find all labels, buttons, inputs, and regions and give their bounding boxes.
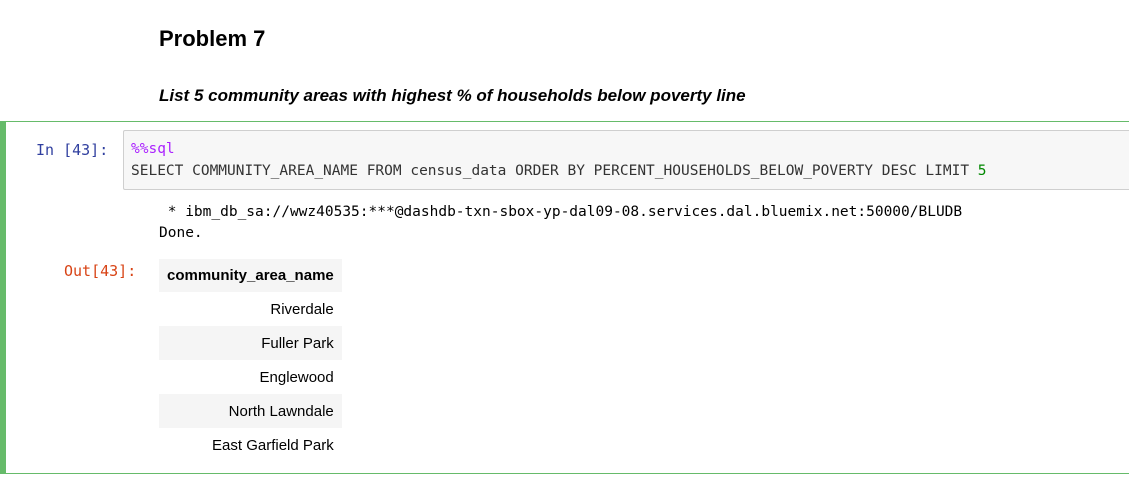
sql-query: SELECT COMMUNITY_AREA_NAME FROM census_d…	[131, 163, 978, 179]
table-row: Englewood	[159, 360, 342, 394]
stdout-connection-line: * ibm_db_sa://wwz40535:***@dashdb-txn-sb…	[159, 204, 963, 220]
result-table: community_area_name Riverdale Fuller Par…	[159, 259, 342, 462]
table-cell: East Garfield Park	[159, 428, 342, 462]
table-header-row: community_area_name	[159, 259, 342, 292]
table-row: Fuller Park	[159, 326, 342, 360]
table-cell: Fuller Park	[159, 326, 342, 360]
markdown-heading: Problem 7	[159, 26, 266, 51]
table-cell: Englewood	[159, 360, 342, 394]
table-cell: North Lawndale	[159, 394, 342, 428]
code-line-query: SELECT COMMUNITY_AREA_NAME FROM census_d…	[131, 163, 987, 179]
code-line-magic: %%sql	[131, 141, 175, 157]
sql-limit-value: 5	[977, 163, 987, 179]
table-row: East Garfield Park	[159, 428, 342, 462]
table-cell: Riverdale	[159, 292, 342, 326]
stdout-done-line: Done.	[159, 225, 203, 241]
table-row: North Lawndale	[159, 394, 342, 428]
sql-magic: %%sql	[131, 141, 175, 157]
code-editor[interactable]: %%sql SELECT COMMUNITY_AREA_NAME FROM ce…	[123, 130, 1129, 190]
table-row: Riverdale	[159, 292, 342, 326]
column-header: community_area_name	[159, 259, 342, 292]
cell-selection-bar	[0, 122, 6, 473]
markdown-subheading: List 5 community areas with highest % of…	[159, 86, 746, 105]
cell-stdout: * ibm_db_sa://wwz40535:***@dashdb-txn-sb…	[159, 202, 962, 244]
input-prompt: In [43]:	[36, 141, 109, 159]
output-prompt: Out[43]:	[64, 262, 137, 280]
code-cell[interactable]: In [43]: %%sql SELECT COMMUNITY_AREA_NAM…	[0, 121, 1129, 474]
